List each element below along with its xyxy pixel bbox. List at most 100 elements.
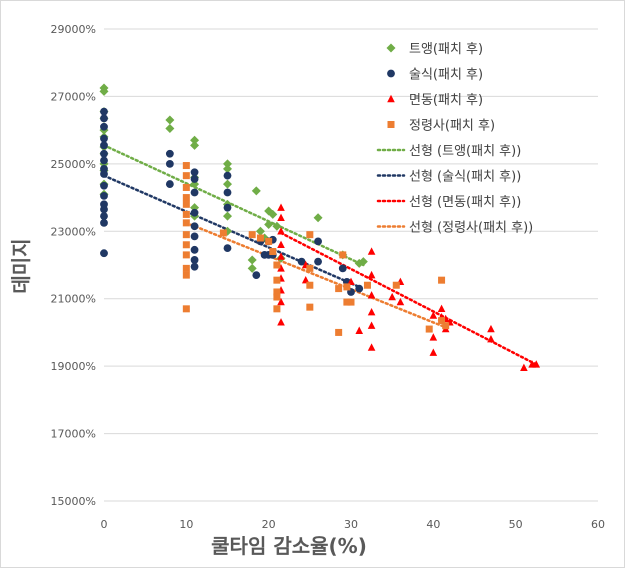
y-tick-label: 29000%	[51, 23, 96, 36]
legend-marker	[387, 94, 395, 103]
data-point	[223, 164, 232, 174]
data-point	[343, 298, 351, 306]
data-point	[273, 293, 281, 301]
data-point	[190, 245, 199, 254]
data-point	[339, 251, 347, 259]
data-point	[182, 241, 190, 249]
x-tick-labels: 0 10 20 30 40 50 60	[101, 518, 606, 531]
data-point	[277, 252, 285, 260]
legend-label: 선형 (트앵(패치 후))	[409, 144, 521, 159]
data-point	[100, 170, 108, 178]
data-point	[273, 288, 281, 296]
data-point	[182, 219, 190, 227]
x-tick-label: 0	[101, 518, 108, 531]
legend-marker	[387, 69, 395, 78]
x-tick-label: 20	[262, 518, 276, 531]
data-point	[190, 188, 199, 197]
data-point	[223, 179, 232, 189]
data-point	[520, 363, 528, 372]
data-point	[437, 304, 446, 313]
data-point	[269, 248, 277, 256]
y-tick-label: 23000%	[51, 225, 96, 238]
data-point	[190, 232, 199, 241]
data-point	[100, 249, 108, 258]
data-point	[347, 298, 355, 306]
data-point	[367, 308, 376, 316]
y-axis-title: 데미지	[9, 238, 33, 293]
data-point	[223, 188, 232, 197]
data-point	[182, 264, 190, 272]
data-point	[248, 231, 256, 239]
data-point	[100, 107, 108, 116]
data-point	[190, 262, 199, 271]
x-tick-label: 40	[426, 518, 440, 531]
data-point	[272, 221, 282, 231]
data-point	[268, 209, 278, 219]
data-point	[100, 205, 108, 214]
data-point	[190, 208, 199, 217]
data-point	[256, 234, 264, 242]
data-point	[392, 281, 400, 289]
data-point	[367, 291, 376, 299]
data-point	[429, 348, 438, 356]
legend-label: 술식(패치 후)	[409, 68, 483, 83]
data-point	[165, 115, 175, 125]
data-point	[314, 237, 322, 246]
data-point	[165, 149, 174, 158]
data-point	[301, 275, 310, 284]
data-point	[182, 271, 190, 279]
trendlines	[102, 144, 538, 366]
data-point	[182, 210, 190, 218]
x-tick-label: 10	[179, 518, 193, 531]
data-point	[388, 292, 396, 301]
data-point	[442, 322, 450, 330]
data-point	[182, 183, 190, 191]
data-point	[306, 281, 314, 289]
gridlines	[104, 28, 598, 502]
legend: 트앵(패치 후) 술식(패치 후) 면동(패치 후) 정령사(패치 후) 선형 (트앵(…	[376, 42, 533, 236]
data-point	[190, 140, 200, 150]
y-tick-labels: 15000% 17000% 19000% 21000% 23000% 25000% 2700…	[51, 23, 96, 508]
data-point	[100, 149, 108, 158]
data-point	[165, 159, 174, 168]
data-point	[277, 240, 285, 248]
x-tick-label: 30	[344, 518, 358, 531]
data-point	[182, 251, 190, 259]
legend-label: 선형 (술식(패치 후))	[409, 170, 521, 185]
trendline	[102, 144, 365, 267]
data-point	[306, 264, 314, 272]
y-tick-label: 21000%	[51, 293, 96, 306]
data-point	[182, 231, 190, 239]
data-points	[99, 83, 541, 372]
data-point	[223, 159, 232, 169]
data-point	[355, 326, 364, 334]
data-point	[182, 172, 190, 180]
data-point	[223, 244, 232, 253]
data-point	[313, 213, 323, 223]
data-point	[247, 263, 257, 273]
data-point	[314, 257, 322, 266]
x-tick-label: 50	[509, 518, 523, 531]
data-point	[255, 226, 265, 236]
data-point	[396, 297, 405, 306]
data-point	[429, 333, 438, 341]
data-point	[273, 261, 281, 269]
data-point	[264, 220, 274, 230]
data-point	[100, 134, 108, 143]
data-point	[182, 194, 190, 202]
trendline	[185, 221, 447, 329]
data-point	[277, 264, 285, 272]
data-point	[487, 324, 495, 333]
data-point	[343, 283, 351, 291]
data-point	[219, 229, 227, 237]
data-point	[182, 162, 190, 170]
data-point	[347, 277, 355, 286]
legend-label: 트앵(패치 후)	[409, 42, 483, 57]
data-point	[190, 222, 199, 231]
y-tick-label: 19000%	[51, 360, 96, 373]
data-point	[273, 305, 281, 313]
data-point	[367, 270, 376, 279]
data-point	[306, 303, 314, 311]
y-tick-label: 25000%	[51, 158, 96, 171]
